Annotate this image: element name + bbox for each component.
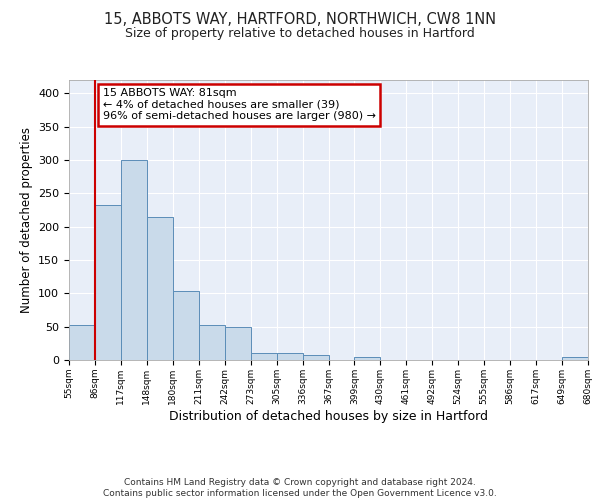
- Bar: [277, 354, 302, 360]
- Bar: [199, 326, 224, 360]
- Bar: [173, 292, 199, 360]
- Bar: [302, 356, 329, 360]
- Text: Contains HM Land Registry data © Crown copyright and database right 2024.
Contai: Contains HM Land Registry data © Crown c…: [103, 478, 497, 498]
- Bar: [147, 216, 173, 360]
- Bar: [562, 358, 588, 360]
- Bar: [95, 204, 121, 360]
- Bar: [225, 328, 251, 360]
- Y-axis label: Number of detached properties: Number of detached properties: [20, 127, 32, 313]
- X-axis label: Distribution of detached houses by size in Hartford: Distribution of detached houses by size …: [169, 410, 488, 422]
- Text: Size of property relative to detached houses in Hartford: Size of property relative to detached ho…: [125, 28, 475, 40]
- Bar: [355, 356, 380, 360]
- Bar: [69, 324, 95, 360]
- Bar: [251, 354, 277, 360]
- Text: 15, ABBOTS WAY, HARTFORD, NORTHWICH, CW8 1NN: 15, ABBOTS WAY, HARTFORD, NORTHWICH, CW8…: [104, 12, 496, 28]
- Text: 15 ABBOTS WAY: 81sqm
← 4% of detached houses are smaller (39)
96% of semi-detach: 15 ABBOTS WAY: 81sqm ← 4% of detached ho…: [103, 88, 376, 121]
- Bar: [121, 160, 147, 360]
